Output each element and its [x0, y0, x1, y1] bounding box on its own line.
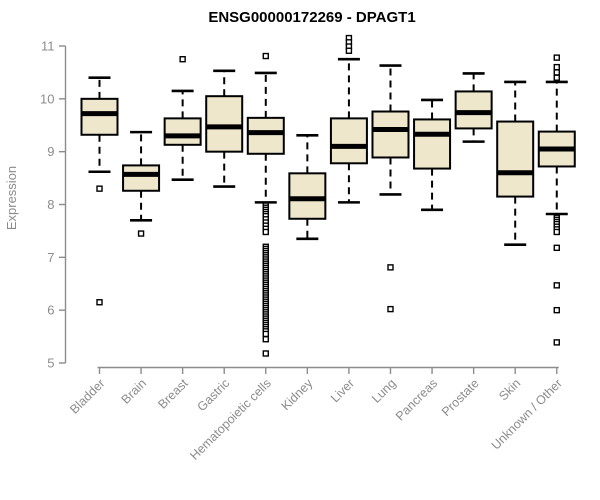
x-tick-label-pancreas: Pancreas [393, 376, 440, 423]
boxplot-group-pancreas [413, 98, 452, 212]
y-tick-label-10: 10 [40, 91, 54, 106]
outlier-unknown-other [553, 339, 560, 346]
boxplot-group-brain [122, 130, 161, 237]
x-tick-label-liver: Liver [328, 376, 357, 405]
outlier-brain [137, 230, 145, 237]
outlier-unknown-other [553, 306, 560, 314]
box-pancreas [413, 118, 452, 170]
x-tick-label-kidney: Kidney [279, 376, 316, 413]
outlier-hematopoietic-cells [262, 52, 269, 60]
x-tick-label-hematopoietic-cells: Hematopoietic cells [187, 376, 274, 463]
chart-title: ENSG00000172269 - DPAGT1 [208, 9, 415, 26]
x-tick-label-unknown-other: Unknown / Other [489, 376, 565, 452]
outlier-unknown-other [553, 63, 560, 71]
box-series [80, 34, 576, 357]
outlier-bladder [96, 185, 103, 192]
outlier-breast [179, 56, 186, 63]
outlier-liver [345, 47, 353, 54]
boxplot-group-lung [371, 64, 410, 313]
outlier-hematopoietic-cells [262, 228, 269, 236]
x-tick-label-prostate: Prostate [439, 376, 482, 419]
y-tick-label-8: 8 [47, 197, 54, 212]
boxplot-group-kidney [288, 133, 327, 241]
y-tick-label-7: 7 [47, 250, 54, 265]
box-liver [329, 117, 368, 165]
outlier-hematopoietic-cells [262, 350, 269, 357]
box-brain [122, 164, 161, 192]
boxplot-group-unknown-other [537, 54, 576, 346]
outlier-lung [387, 305, 394, 313]
box-skin [496, 120, 535, 198]
outlier-unknown-other [553, 74, 560, 81]
outlier-unknown-other [553, 228, 560, 236]
outlier-unknown-other [553, 54, 560, 61]
box-gastric [205, 95, 244, 153]
outlier-hematopoietic-cells [262, 336, 269, 343]
boxplot-group-breast [163, 56, 202, 181]
outlier-bladder [96, 299, 103, 306]
outlier-lung [387, 264, 394, 271]
outlier-unknown-other [553, 69, 560, 76]
boxplot-group-liver [329, 34, 368, 204]
boxplot-group-hematopoietic-cells [246, 52, 285, 357]
x-tick-label-breast: Breast [155, 376, 191, 412]
boxplot-group-prostate [454, 72, 493, 143]
x-tick-label-skin: Skin [496, 376, 523, 403]
y-axis-label: Expression [4, 166, 19, 230]
x-tick-label-bladder: Bladder [67, 376, 107, 416]
x-tick-label-brain: Brain [119, 376, 150, 407]
boxplot-group-gastric [205, 69, 244, 188]
box-kidney [288, 172, 327, 220]
x-tick-label-gastric: Gastric [194, 376, 232, 414]
box-hematopoietic-cells [246, 116, 285, 155]
y-tick-label-5: 5 [47, 356, 54, 371]
y-tick-label-11: 11 [41, 39, 55, 54]
box-breast [163, 117, 202, 146]
y-tick-label-6: 6 [47, 303, 54, 318]
box-bladder [80, 97, 119, 136]
x-tick-label-lung: Lung [369, 376, 399, 406]
outlier-hematopoietic-cells [262, 330, 269, 338]
boxplot-group-skin [496, 80, 535, 246]
boxplot-group-bladder [80, 76, 119, 306]
box-prostate [454, 90, 493, 130]
box-lung [371, 110, 410, 159]
y-tick-label-9: 9 [47, 144, 54, 159]
outlier-unknown-other [553, 282, 560, 289]
outlier-unknown-other [553, 244, 560, 252]
